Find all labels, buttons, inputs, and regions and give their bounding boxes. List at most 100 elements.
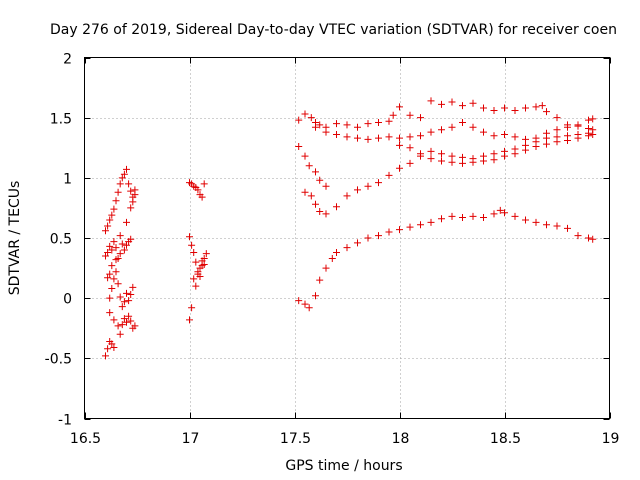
data-point bbox=[396, 134, 403, 142]
data-point bbox=[469, 155, 477, 163]
data-point bbox=[192, 258, 200, 266]
data-point bbox=[448, 123, 456, 131]
data-point bbox=[417, 152, 424, 160]
series-mid bbox=[186, 179, 210, 324]
data-point bbox=[114, 280, 122, 288]
data-point bbox=[125, 312, 133, 320]
data-point bbox=[104, 274, 112, 282]
data-point bbox=[333, 248, 340, 256]
data-point bbox=[564, 224, 571, 232]
data-point bbox=[469, 212, 477, 220]
data-point bbox=[532, 138, 540, 146]
data-point bbox=[375, 232, 382, 240]
data-point bbox=[316, 276, 324, 284]
data-point bbox=[104, 345, 112, 353]
data-point bbox=[186, 233, 193, 241]
data-point bbox=[448, 98, 456, 106]
data-point bbox=[106, 294, 114, 302]
data-point bbox=[120, 298, 128, 306]
y-axis-label: SDTVAR / TECUs bbox=[7, 181, 23, 296]
data-point bbox=[343, 244, 351, 252]
x-axis-label: GPS time / hours bbox=[285, 458, 402, 474]
data-point bbox=[118, 240, 126, 248]
data-point bbox=[112, 244, 120, 252]
data-point bbox=[448, 152, 456, 160]
data-point bbox=[427, 218, 435, 226]
data-point bbox=[511, 106, 519, 114]
data-point bbox=[427, 147, 435, 155]
data-point bbox=[553, 222, 561, 230]
x-tick-labels: 16.5 17 17.5 18 18.5 19 bbox=[70, 431, 620, 447]
data-point bbox=[301, 152, 309, 160]
data-point bbox=[312, 168, 319, 176]
series-late-1 bbox=[295, 97, 597, 131]
data-point bbox=[385, 117, 393, 125]
data-point bbox=[553, 114, 561, 122]
data-point bbox=[106, 270, 114, 278]
x-tick-label: 19 bbox=[602, 431, 620, 447]
data-point bbox=[438, 215, 445, 223]
data-point bbox=[543, 140, 550, 148]
data-point bbox=[194, 270, 202, 278]
data-point bbox=[427, 97, 435, 105]
data-point bbox=[354, 186, 361, 194]
data-point bbox=[490, 132, 498, 140]
data-point bbox=[118, 321, 126, 329]
data-point bbox=[396, 141, 403, 149]
data-point bbox=[116, 250, 124, 258]
data-point bbox=[131, 322, 139, 330]
data-point bbox=[322, 264, 330, 272]
data-point bbox=[322, 182, 330, 190]
data-point bbox=[110, 344, 118, 352]
data-point bbox=[490, 106, 498, 114]
data-point bbox=[110, 316, 118, 324]
data-point bbox=[375, 118, 382, 126]
data-point bbox=[102, 252, 109, 260]
grid bbox=[84, 57, 610, 419]
data-point bbox=[406, 133, 414, 141]
data-point bbox=[110, 205, 118, 213]
data-point bbox=[406, 111, 414, 119]
data-point bbox=[511, 133, 519, 141]
data-point bbox=[328, 254, 336, 262]
data-point bbox=[106, 309, 114, 317]
data-point bbox=[574, 131, 582, 139]
data-point bbox=[110, 238, 118, 246]
data-point bbox=[522, 104, 529, 112]
data-point bbox=[333, 120, 340, 128]
x-tick-label: 17.5 bbox=[280, 431, 311, 447]
data-point bbox=[364, 234, 372, 242]
data-point bbox=[123, 289, 130, 297]
y-tick-labels: -1 -0.5 0 0.5 1 1.5 2 bbox=[45, 52, 72, 429]
y-tick-label: 1 bbox=[63, 172, 72, 188]
data-point bbox=[120, 170, 128, 178]
data-point bbox=[102, 352, 109, 360]
data-point bbox=[125, 180, 133, 188]
data-point bbox=[123, 165, 130, 173]
data-point bbox=[501, 147, 508, 155]
data-point bbox=[188, 304, 196, 312]
data-point bbox=[564, 123, 571, 131]
data-point bbox=[543, 108, 550, 116]
data-point bbox=[118, 174, 126, 182]
data-point bbox=[417, 132, 424, 140]
data-point bbox=[202, 250, 210, 258]
data-point bbox=[427, 155, 435, 163]
series-late-3 bbox=[396, 131, 597, 167]
data-point bbox=[574, 232, 582, 240]
data-point bbox=[459, 159, 466, 167]
data-point bbox=[312, 292, 319, 300]
data-point bbox=[333, 203, 340, 211]
data-point bbox=[127, 204, 135, 212]
data-point bbox=[305, 162, 313, 170]
data-point bbox=[375, 134, 382, 142]
data-point bbox=[364, 182, 372, 190]
data-point bbox=[114, 322, 122, 330]
data-point bbox=[104, 222, 112, 230]
data-point bbox=[585, 234, 592, 242]
data-point bbox=[511, 145, 519, 153]
data-point bbox=[312, 200, 319, 208]
data-point bbox=[316, 121, 324, 129]
data-point bbox=[532, 218, 540, 226]
data-point bbox=[469, 99, 477, 107]
